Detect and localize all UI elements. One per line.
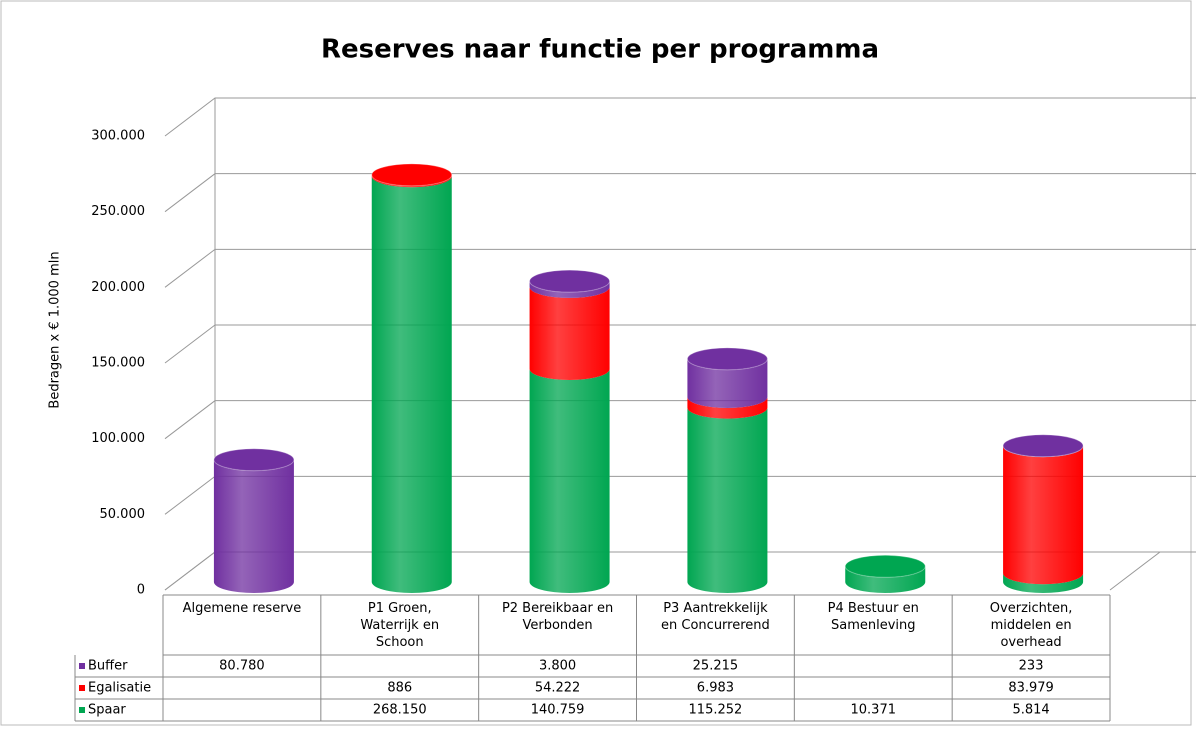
cylinder-segment [1003, 573, 1084, 593]
cylinder-segment [529, 286, 610, 380]
cylinder-segment [687, 358, 768, 409]
grid-line [164, 400, 1196, 440]
cylinder-top [529, 269, 611, 293]
data-table-value: 10.371 [851, 703, 897, 718]
cylinder-top [686, 347, 768, 371]
category-label: P1 Groen, Waterrijk en Schoon [360, 601, 439, 650]
data-table-value: 233 [1019, 659, 1044, 674]
data-table-value: 3.800 [539, 659, 576, 674]
data-table-value: 115.252 [689, 703, 743, 718]
cylinder-segment [371, 176, 452, 594]
y-axis-label: Bedragen x € 1.000 mln [48, 251, 63, 408]
category-label: P3 Aantrekkelijk en Concurrerend [661, 601, 770, 633]
category-label: P4 Bestuur en Samenleving [828, 601, 919, 633]
data-table-value: 54.222 [535, 681, 581, 696]
cylinder-top [1002, 434, 1084, 458]
category-label: Algemene reserve [183, 601, 302, 616]
data-table-value: 268.150 [373, 703, 427, 718]
data-table-value: 886 [387, 681, 412, 696]
cylinder-segment [687, 397, 768, 419]
cylinder-top [213, 448, 295, 472]
legend-swatch [79, 685, 85, 691]
category-label: P2 Bereikbaar en Verbonden [502, 601, 613, 633]
grid-line [164, 173, 1196, 213]
data-table-value: 140.759 [531, 703, 585, 718]
cylinder-segment [213, 459, 294, 593]
cylinder-segment [1003, 446, 1084, 585]
cylinder-top [371, 163, 453, 187]
grid-line [164, 97, 1196, 137]
grid-line [164, 324, 1196, 364]
cylinder-segment [687, 407, 768, 593]
y-tick-label: 150.000 [91, 356, 145, 371]
data-table-value: 5.814 [1012, 703, 1049, 718]
legend-swatch [79, 663, 85, 669]
cylinder-segment [845, 566, 926, 593]
cylinder-segment [529, 368, 610, 593]
data-table-value: 83.979 [1008, 681, 1054, 696]
y-tick-label: 0 [137, 583, 145, 598]
legend-label: Spaar [88, 703, 126, 718]
cylinder-top [844, 554, 926, 578]
grid-line [164, 248, 1196, 288]
chart-title: Reserves naar functie per programma [321, 35, 879, 65]
y-tick-label: 300.000 [91, 129, 145, 144]
cylinder-segment [529, 281, 610, 298]
y-tick-label: 250.000 [91, 204, 145, 219]
legend-label: Egalisatie [88, 681, 151, 696]
legend-swatch [79, 707, 85, 713]
category-label: Overzichten, middelen en overhead [990, 601, 1073, 650]
y-tick-label: 200.000 [91, 280, 145, 295]
y-tick-label: 100.000 [91, 431, 145, 446]
y-tick-label: 50.000 [100, 507, 146, 522]
data-table-value: 25.215 [693, 659, 739, 674]
data-table-value: 80.780 [219, 659, 265, 674]
data-table-value: 6.983 [697, 681, 734, 696]
legend-label: Buffer [88, 659, 128, 674]
